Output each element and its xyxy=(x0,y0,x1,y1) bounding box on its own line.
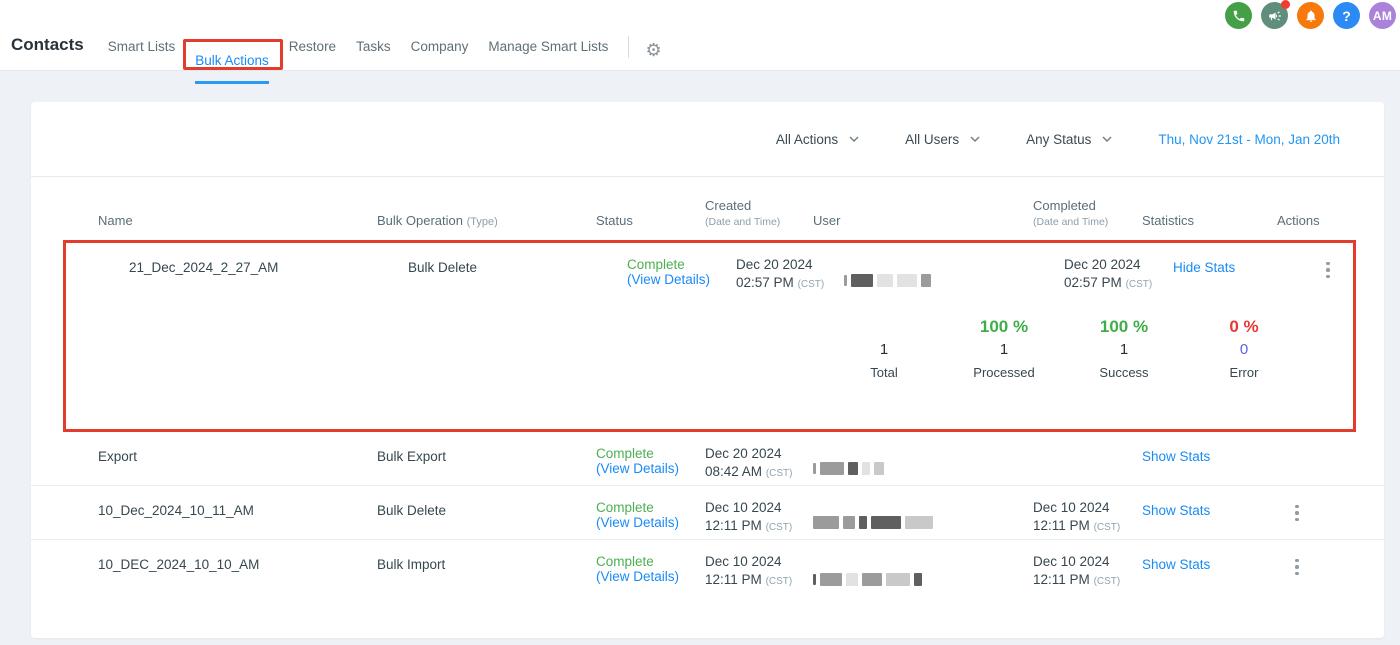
row-menu-kebab-icon[interactable] xyxy=(1316,257,1340,283)
top-navigation-bar: ? AM Contacts Smart Lists Bulk Actions R… xyxy=(0,0,1400,84)
row-created: Dec 20 2024 02:57 PM (CST) xyxy=(736,257,825,290)
redacted-user xyxy=(844,257,1064,297)
stat-success: 100 % 1 Success xyxy=(1099,317,1149,380)
chevron-down-icon xyxy=(970,136,980,142)
avatar-initials: AM xyxy=(1372,8,1393,23)
topbar-icon-group: ? AM xyxy=(1225,0,1396,29)
redacted-user xyxy=(813,446,1033,485)
tab-tasks[interactable]: Tasks xyxy=(356,39,391,54)
user-avatar[interactable]: AM xyxy=(1369,2,1396,29)
stat-total: 1 Total xyxy=(870,341,898,380)
status-text: Complete xyxy=(596,446,654,461)
stat-error: 0 % 0 Error xyxy=(1229,317,1259,380)
row-status: Complete (View Details) xyxy=(596,500,705,539)
all-users-label: All Users xyxy=(905,131,960,147)
header-created: Created (Date and Time) xyxy=(705,198,813,243)
settings-gear-icon[interactable]: ⚙ xyxy=(645,40,662,60)
row-created: Dec 10 2024 12:11 PM (CST) xyxy=(705,554,793,587)
table-row: 10_Dec_2024_10_11_AM Bulk Delete Complet… xyxy=(31,486,1384,540)
row-created: Dec 20 2024 08:42 AM (CST) xyxy=(705,446,793,479)
row-type: Bulk Delete xyxy=(377,503,447,518)
any-status-label: Any Status xyxy=(1026,131,1092,147)
hide-stats-link[interactable]: Hide Stats xyxy=(1173,260,1236,275)
contacts-tab-bar: Smart Lists Bulk Actions Restore Tasks C… xyxy=(107,36,662,84)
row-status: Complete (View Details) xyxy=(596,446,705,485)
phone-icon[interactable] xyxy=(1225,2,1252,29)
row-status: Complete (View Details) xyxy=(596,554,705,598)
row-completed: Dec 10 2024 12:11 PM (CST) xyxy=(1033,500,1121,533)
row-name: Export xyxy=(98,449,138,464)
header-statistics: Statistics xyxy=(1142,213,1195,228)
all-actions-label: All Actions xyxy=(775,131,839,147)
row-completed xyxy=(1033,446,1142,485)
table-header-row: Name Bulk Operation (Type) Status Create… xyxy=(31,177,1384,240)
show-stats-link[interactable]: Show Stats xyxy=(1142,557,1211,572)
header-actions: Actions xyxy=(1277,213,1320,228)
bulk-actions-card: All Actions All Users Any Status Thu, No… xyxy=(31,102,1384,638)
view-details-link[interactable]: (View Details) xyxy=(627,272,711,287)
view-details-link[interactable]: (View Details) xyxy=(596,461,680,476)
header-name: Name xyxy=(98,213,133,228)
tab-smart-lists[interactable]: Smart Lists xyxy=(107,39,176,54)
row-type: Bulk Import xyxy=(377,557,446,572)
table-row: Export Bulk Export Complete (View Detail… xyxy=(31,432,1384,486)
page-content: All Actions All Users Any Status Thu, No… xyxy=(0,71,1400,645)
redacted-user xyxy=(813,500,1033,539)
row-menu-kebab-icon[interactable] xyxy=(1285,554,1309,580)
megaphone-icon[interactable] xyxy=(1261,0,1290,29)
header-bulk-operation: Bulk Operation (Type) xyxy=(377,213,498,228)
row-name: 10_DEC_2024_10_10_AM xyxy=(98,557,260,572)
any-status-dropdown[interactable]: Any Status xyxy=(1026,132,1112,147)
status-text: Complete xyxy=(596,554,654,569)
tab-restore[interactable]: Restore xyxy=(288,39,337,54)
show-stats-link[interactable]: Show Stats xyxy=(1142,503,1211,518)
bell-icon[interactable] xyxy=(1297,2,1324,29)
row-menu-kebab-icon[interactable] xyxy=(1285,500,1309,526)
all-actions-dropdown[interactable]: All Actions xyxy=(776,132,859,147)
header-status: Status xyxy=(596,213,633,228)
page-title: Contacts xyxy=(11,35,84,54)
row-type: Bulk Delete xyxy=(408,260,478,275)
row-created: Dec 10 2024 12:11 PM (CST) xyxy=(705,500,793,533)
row-status: Complete (View Details) xyxy=(627,257,736,297)
redacted-user xyxy=(813,554,1033,598)
notification-badge xyxy=(1281,0,1290,9)
stat-processed: 100 % 1 Processed xyxy=(973,317,1035,380)
row-name: 21_Dec_2024_2_27_AM xyxy=(129,260,279,275)
chevron-down-icon xyxy=(1102,136,1112,142)
header-created-sub: (Date and Time) xyxy=(705,216,781,228)
chevron-down-icon xyxy=(849,136,859,142)
tab-bulk-actions-wrap: Bulk Actions xyxy=(183,39,283,84)
all-users-dropdown[interactable]: All Users xyxy=(905,132,980,147)
header-user: User xyxy=(813,213,841,228)
view-details-link[interactable]: (View Details) xyxy=(596,515,680,530)
header-completed-sub: (Date and Time) xyxy=(1033,216,1109,228)
status-text: Complete xyxy=(596,500,654,515)
annotation-box-row: 21_Dec_2024_2_27_AM Bulk Delete Complete… xyxy=(63,240,1356,432)
status-text: Complete xyxy=(627,257,685,272)
row-statistics-panel: 1 Total 100 % 1 Processed 100 % 1 Succes… xyxy=(826,317,1353,380)
row-completed: Dec 20 2024 02:57 PM (CST) xyxy=(1064,257,1153,290)
tab-manage-smart-lists[interactable]: Manage Smart Lists xyxy=(488,39,609,54)
tab-bulk-actions[interactable]: Bulk Actions xyxy=(195,53,269,84)
filter-bar: All Actions All Users Any Status Thu, No… xyxy=(31,102,1384,177)
help-glyph: ? xyxy=(1342,7,1351,24)
row-name: 10_Dec_2024_10_11_AM xyxy=(98,503,254,518)
header-bulk-operation-sub: (Type) xyxy=(466,216,498,228)
table-row: 10_DEC_2024_10_10_AM Bulk Import Complet… xyxy=(31,540,1384,598)
date-range-picker[interactable]: Thu, Nov 21st - Mon, Jan 20th xyxy=(1158,131,1340,147)
show-stats-link[interactable]: Show Stats xyxy=(1142,449,1211,464)
row-type: Bulk Export xyxy=(377,449,447,464)
table-row: 21_Dec_2024_2_27_AM Bulk Delete Complete… xyxy=(66,243,1353,297)
row-completed: Dec 10 2024 12:11 PM (CST) xyxy=(1033,554,1121,587)
view-details-link[interactable]: (View Details) xyxy=(596,569,680,584)
tabbar-divider xyxy=(628,36,630,58)
help-icon[interactable]: ? xyxy=(1333,2,1360,29)
header-completed: Completed (Date and Time) xyxy=(1033,198,1142,243)
tab-company[interactable]: Company xyxy=(410,39,469,54)
